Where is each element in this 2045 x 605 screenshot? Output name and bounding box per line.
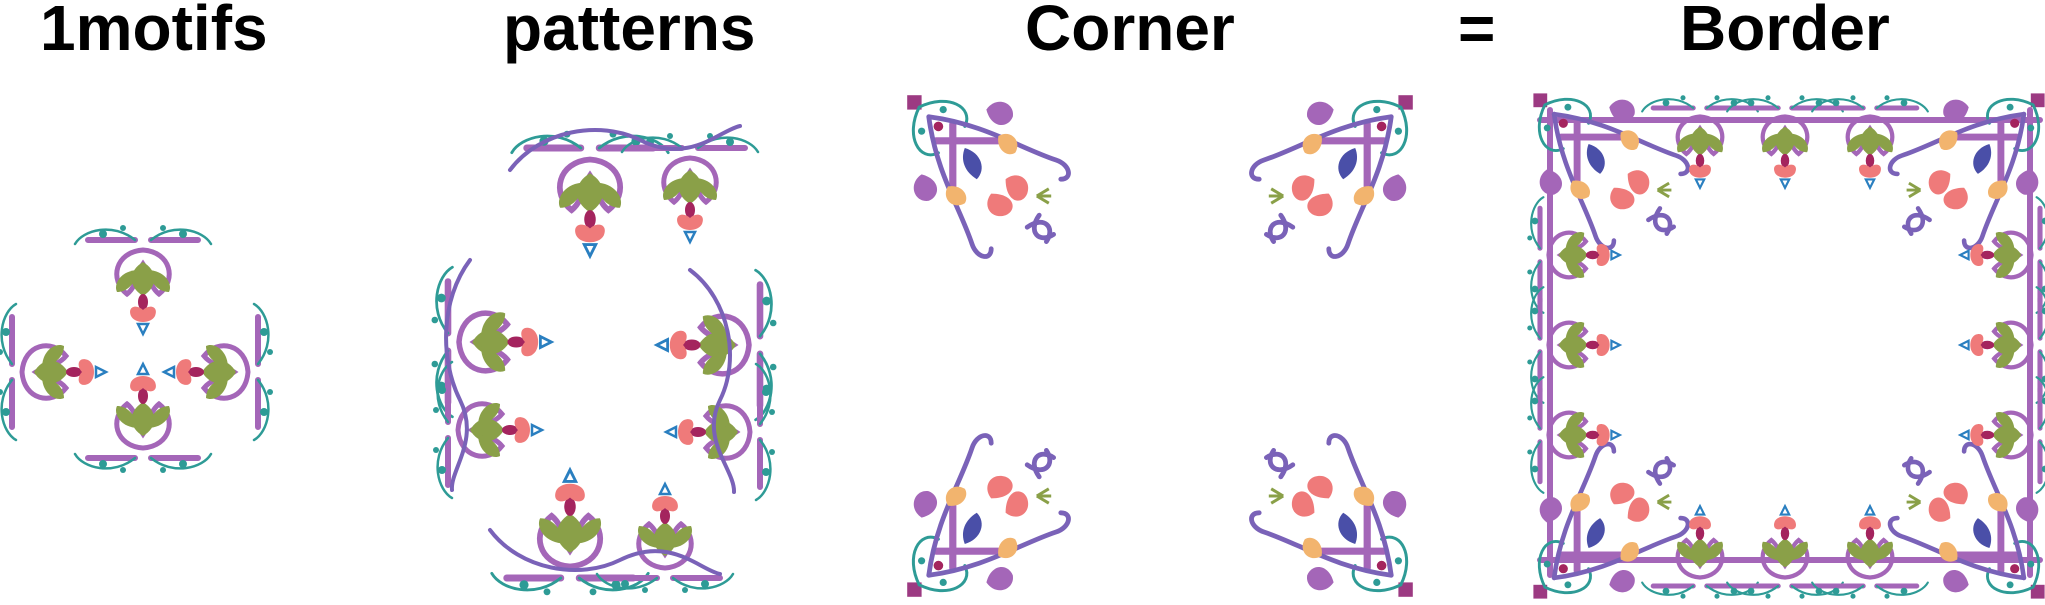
patterns-title: patterns <box>503 0 756 64</box>
corner-bottom-left <box>907 436 1068 597</box>
corner-title: Corner <box>1025 0 1235 64</box>
motif-right <box>164 304 273 440</box>
pattern-top <box>508 124 758 256</box>
motifs-title: 1motifs <box>40 0 268 64</box>
pattern-bottom <box>488 470 733 595</box>
motif-top <box>75 225 211 334</box>
pattern-left <box>432 258 552 498</box>
border-title: Border <box>1680 0 1890 64</box>
corner-bottom-right <box>1252 436 1413 597</box>
motif-left <box>0 304 106 440</box>
corner-top-right <box>1252 95 1413 256</box>
pattern-right <box>657 270 777 500</box>
corner-top-left <box>907 95 1068 256</box>
border-frame <box>1527 93 2045 598</box>
equals-sign: = <box>1458 0 1496 64</box>
